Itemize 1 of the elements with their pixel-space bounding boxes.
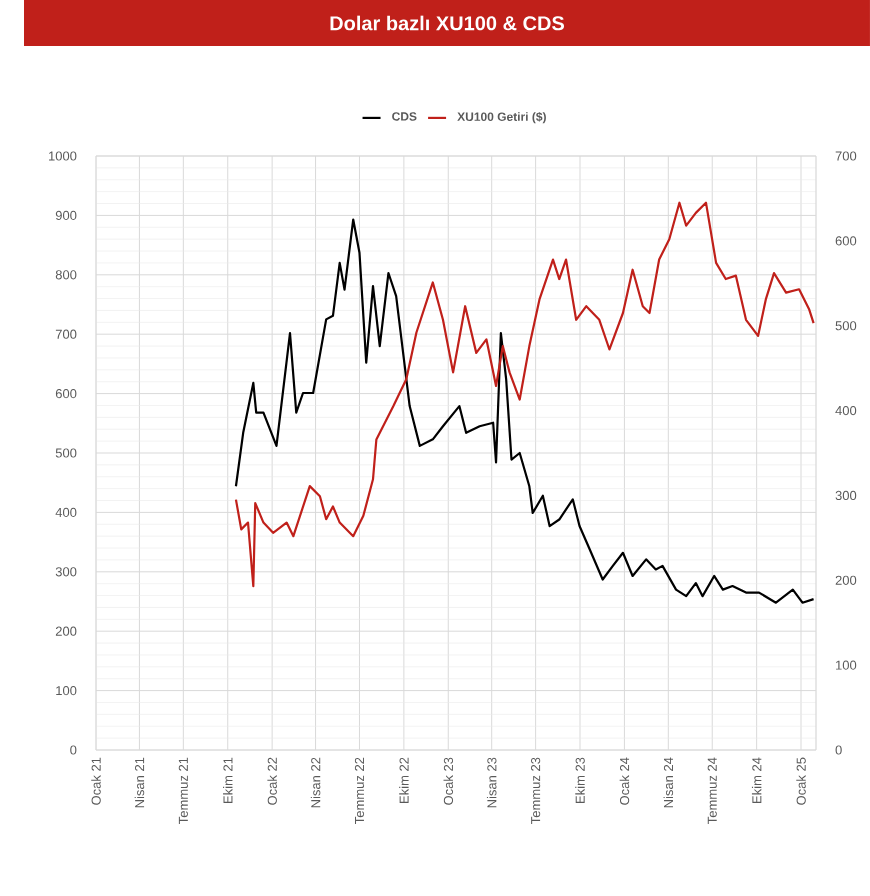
chart-title: Dolar bazlı XU100 & CDS [330,15,565,31]
